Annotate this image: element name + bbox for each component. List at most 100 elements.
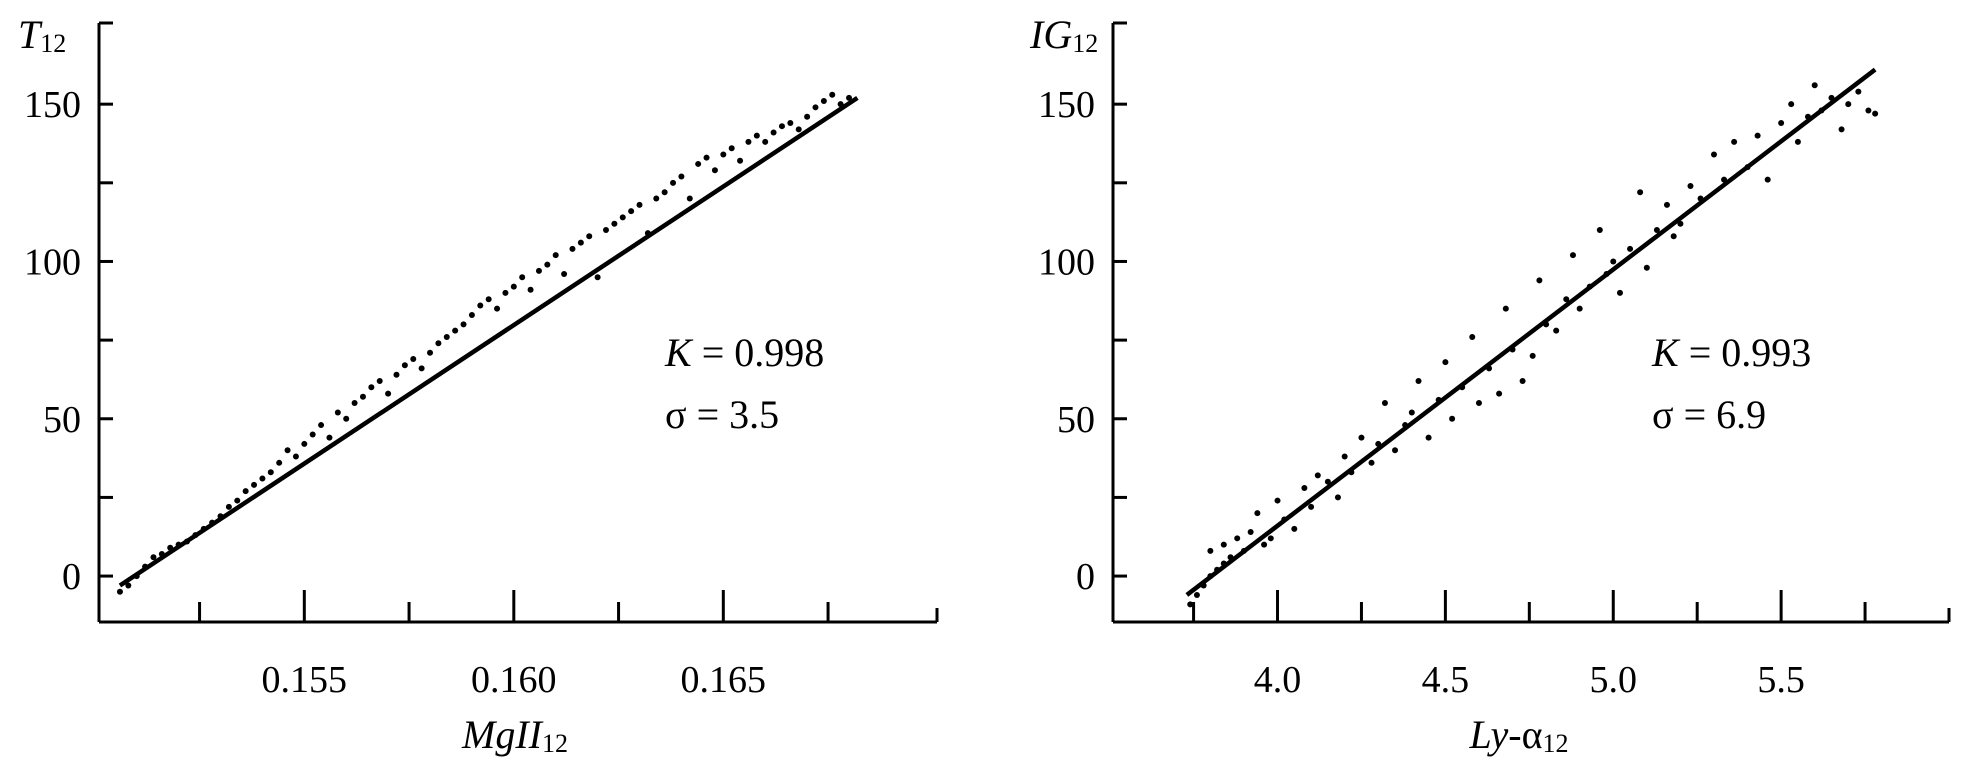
data-point <box>1637 189 1644 196</box>
data-point <box>795 126 802 133</box>
data-point <box>1788 101 1795 108</box>
data-point <box>468 311 475 318</box>
data-point <box>125 582 132 589</box>
data-point <box>745 138 752 145</box>
data-point <box>385 390 392 397</box>
x-axis-title: MgII12 <box>461 712 568 758</box>
data-point <box>1193 591 1200 598</box>
data-point <box>1865 107 1872 114</box>
data-point <box>1502 305 1509 312</box>
regression-line <box>1185 67 1877 597</box>
y-tick-label: 150 <box>1038 84 1095 126</box>
data-point <box>728 145 735 152</box>
data-point <box>443 333 450 340</box>
data-point <box>1838 126 1845 133</box>
data-point <box>1794 138 1801 145</box>
x-tick-label: 5.0 <box>1590 659 1638 701</box>
data-point <box>284 447 291 454</box>
data-point <box>846 94 853 101</box>
data-point <box>1291 525 1298 532</box>
data-point <box>259 475 266 482</box>
data-point <box>334 409 341 416</box>
data-point <box>1408 409 1415 416</box>
data-point <box>410 355 417 362</box>
y-tick-label: 100 <box>1038 241 1095 283</box>
data-point <box>569 245 576 252</box>
data-point <box>1731 138 1738 145</box>
data-point <box>670 179 677 186</box>
data-point <box>267 469 274 476</box>
data-point <box>276 459 283 466</box>
regression-line <box>118 95 859 588</box>
y-tick-label: 150 <box>24 84 81 126</box>
data-point <box>561 271 568 278</box>
data-point <box>1449 415 1456 422</box>
y-axis-title: IG12 <box>1029 12 1098 58</box>
data-point <box>1553 327 1560 334</box>
data-point <box>1381 400 1388 407</box>
data-point <box>1519 378 1526 385</box>
data-point <box>452 327 459 334</box>
data-point <box>251 481 258 488</box>
data-point <box>318 422 325 429</box>
data-point <box>1576 305 1583 312</box>
data-point <box>292 453 299 460</box>
data-point <box>695 160 702 167</box>
data-point <box>1855 88 1862 95</box>
sigma-annotation: σ = 6.9 <box>1652 392 1766 437</box>
data-point <box>762 138 769 145</box>
data-point <box>544 261 551 268</box>
data-point <box>527 286 534 293</box>
data-point <box>1569 252 1576 259</box>
data-point <box>1687 182 1694 189</box>
data-point <box>1475 400 1482 407</box>
data-point <box>401 362 408 369</box>
data-point <box>427 349 434 356</box>
data-point <box>594 274 601 281</box>
data-point <box>1627 245 1634 252</box>
x-axis-title: Ly-α12 <box>1468 712 1568 758</box>
x-tick-label: 4.5 <box>1422 659 1470 701</box>
data-point <box>1872 110 1879 117</box>
data-point <box>376 378 383 385</box>
data-point <box>1261 541 1268 548</box>
data-point <box>1616 289 1623 296</box>
data-point <box>787 120 794 127</box>
correlation-annotation: K = 0.993 <box>1651 330 1811 375</box>
data-point <box>150 554 157 561</box>
data-point <box>703 154 710 161</box>
x-tick-label: 0.160 <box>471 659 557 701</box>
data-point <box>535 267 542 274</box>
data-point <box>812 104 819 111</box>
data-point <box>1596 227 1603 234</box>
data-point <box>804 113 811 120</box>
y-tick-label: 50 <box>1057 399 1095 441</box>
data-point <box>577 239 584 246</box>
data-point <box>1754 132 1761 139</box>
data-point <box>1811 82 1818 89</box>
data-point <box>611 220 618 227</box>
chart-mgii-vs-t: T12 MgII12 K = 0.998 σ = 3.5 0 50 100 150 0.… <box>18 12 939 758</box>
data-point <box>1496 390 1503 397</box>
data-point <box>1314 472 1321 479</box>
data-point <box>1267 535 1274 542</box>
x-tick-label: 4.0 <box>1254 659 1302 701</box>
data-point <box>242 488 249 495</box>
data-point <box>519 274 526 281</box>
data-point <box>636 201 643 208</box>
data-point <box>1643 264 1650 271</box>
data-point <box>829 91 836 98</box>
data-point <box>686 195 693 202</box>
data-point <box>1341 453 1348 460</box>
data-point <box>1187 601 1194 608</box>
data-point <box>460 321 467 328</box>
data-point <box>619 214 626 221</box>
data-point <box>510 283 517 290</box>
data-point <box>1324 478 1331 485</box>
x-tick-label: 5.5 <box>1757 659 1805 701</box>
data-point <box>301 440 308 447</box>
data-point <box>778 123 785 130</box>
y-axis-title: T12 <box>18 12 66 58</box>
data-point <box>1469 333 1476 340</box>
